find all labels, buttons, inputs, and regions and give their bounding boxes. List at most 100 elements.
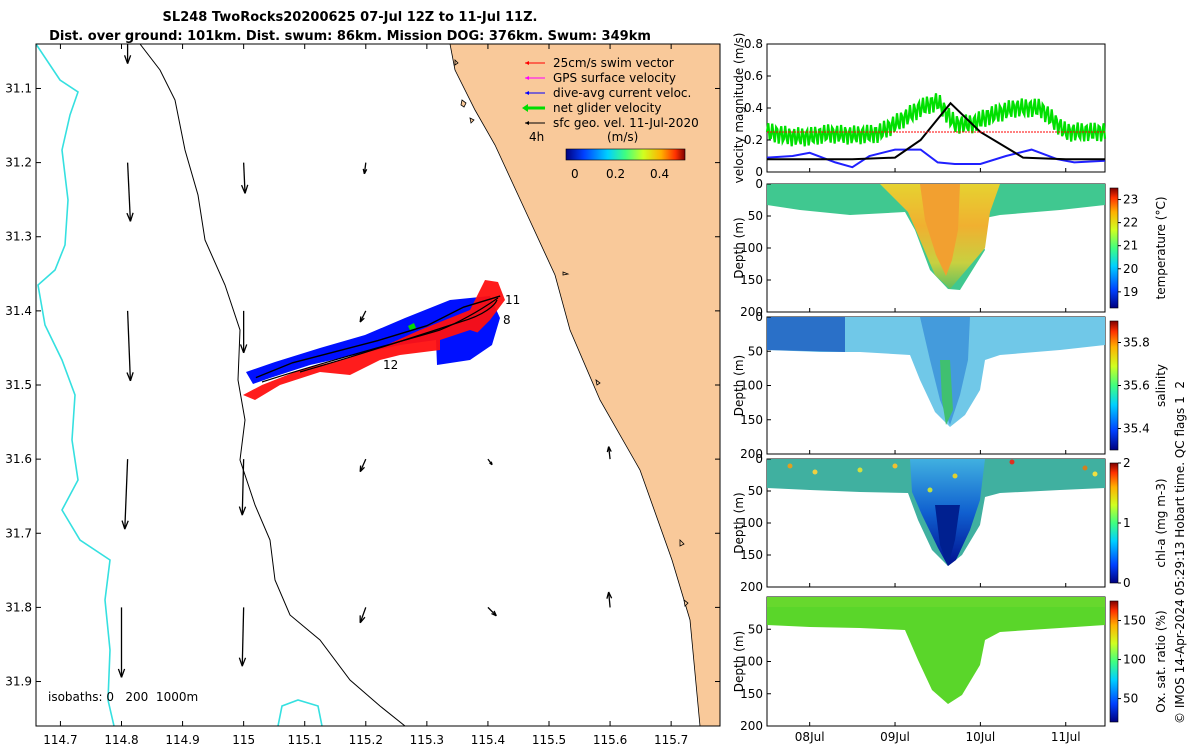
series-sfc-geo-velocity [767,101,1105,161]
depth-tick-label: 200 [740,305,763,319]
velocity-ylabel: velocity magnitude (m/s) [732,33,746,184]
colorbar-tick-label: 2 [1123,456,1131,470]
depth-tick-label: 150 [740,413,763,427]
geo-velocity-arrowhead [491,610,497,617]
depth-tick-label: 50 [748,484,763,498]
geo-velocity-vector [126,162,132,222]
series-net-glider-velocity [765,93,1107,147]
colorbar-tick-label: 35.8 [1123,336,1150,350]
velocity-panel: 0 0.2 0.4 0.6 0.8 velocity magnitude (m/s) [732,33,1107,184]
map-colorbar-tick-0: 0 [571,167,579,181]
depth-tick-label: 200 [740,447,763,461]
oxygen-panel [766,596,1106,727]
depth-tick-label: 0 [755,177,763,191]
oxygen-band [767,597,1105,607]
figure-title: SL248 TwoRocks20200625 07-Jul 12Z to 11-… [0,8,700,46]
salinity-panel [766,316,1106,455]
geo-velocity-vector [608,591,611,608]
legend-label-swim: 25cm/s swim vector [553,56,674,70]
island-outline [454,59,689,607]
legend-label-dive: dive-avg current veloc. [553,86,691,100]
geo-velocity-arrowhead [238,506,247,516]
salinity-green-streak [940,360,953,425]
geo-velocity-arrowhead [359,615,366,624]
chla-sample-dot [1082,465,1088,471]
map-ytick-label: 31.3 [5,230,32,244]
map-xtick-label: 114.8 [104,733,138,747]
isobath-200m [139,44,406,726]
geo-velocity-arrowhead [362,168,368,175]
section-colorbar [1109,320,1119,451]
isobath-1000m [36,44,115,726]
geo-velocity-vector [242,162,246,194]
geo-velocity-arrowhead [126,372,134,382]
footer-note: © IMOS 14-Apr-2024 05:29:13 Hobart time.… [1173,381,1187,724]
chla-sample-dot [892,463,898,469]
map-xtick-label: 115.5 [532,733,566,747]
velocity-ytick-label: 0.6 [744,69,763,83]
dive-avg-current-swath [246,296,500,384]
title-line-1: SL248 TwoRocks20200625 07-Jul 12Z to 11-… [162,10,538,25]
legend-label-gps: GPS surface velocity [553,71,676,85]
geo-velocity-arrowhead [489,461,493,466]
depth-tick-label: 150 [740,273,763,287]
geo-velocity-arrowhead [117,668,126,678]
map-xtick-label: 114.9 [165,733,199,747]
map-ytick-label: 31.5 [5,378,32,392]
depth-tick-label: 200 [740,580,763,594]
map-ytick-label: 31.7 [5,526,32,540]
velocity-ytick-label: 0.4 [744,101,763,115]
depth-tick-label: 0 [755,310,763,324]
geo-velocity-vector [124,459,129,530]
chla-sample-dot [1092,471,1098,477]
colorbar-tick-label: 20 [1123,262,1138,276]
map-colorbar [565,148,686,161]
geo-velocity-arrowhead [126,212,134,222]
glider-track-return-2 [299,299,498,373]
legend-item-gps: GPS surface velocity [525,71,676,85]
geo-velocity-arrowhead [238,657,247,667]
depth-tick-label: 0 [755,452,763,466]
map-xtick-label: 115.6 [593,733,627,747]
colorbar-tick-label: 0 [1123,576,1131,590]
legend-label-geo: sfc geo. vel. 11-Jul-2020 [553,116,699,130]
chla-sample-dot [857,467,863,473]
net-velocity-marker [408,323,416,330]
temperature-warm-tongue [920,184,960,276]
glider-track-return [261,297,499,383]
velocity-ytick-label: 0.8 [744,37,763,51]
map-colorbar-tick-1: 0.2 [606,167,625,181]
chla-sample-dot [1009,459,1015,465]
chla-sample-dot [927,487,933,493]
map-legend: 25cm/s swim vector GPS surface velocity … [522,56,699,181]
chla-sample-dot [812,469,818,475]
section-colorbar [1109,187,1119,309]
time-step-label: 4h [529,130,544,144]
dive-avg-current-overlay [300,330,485,360]
map-xtick-label: 114.7 [43,733,77,747]
geo-velocity-vector [487,606,497,617]
legend-item-net: net glider velocity [522,101,661,115]
depth-tick-label: 200 [740,719,763,733]
series-dive-avg-current [766,148,1106,169]
velocity-plot-frame [766,43,1106,173]
isobaths-label: isobaths: 0 200 1000m [48,690,198,704]
geo-velocity-vector [241,607,245,667]
colorbar-label: chl-a (mg m-3) [1154,478,1168,567]
depth-tick-label: 50 [748,344,763,358]
salinity-fresh-block [767,317,845,352]
track-label-11: 11 [505,293,520,307]
geo-velocity-arrowhead [606,591,613,599]
map-ytick-label: 31.8 [5,600,32,614]
depth-tick-label: 50 [748,622,763,636]
depth-tick-label: 50 [748,209,763,223]
colorbar-label: Ox. sat. ratio (%) [1154,610,1168,712]
legend-item-dive: dive-avg current veloc. [525,86,691,100]
time-tick-label: 11Jul [1051,730,1081,744]
depth-axis-label: Depth (m) [732,492,746,553]
geo-velocity-vector [608,446,611,460]
colorbar-tick-label: 22 [1123,216,1138,230]
depth-axis-label: Depth (m) [732,217,746,278]
geo-velocity-arrowhead [606,446,612,453]
map-ytick-label: 31.9 [5,675,32,689]
